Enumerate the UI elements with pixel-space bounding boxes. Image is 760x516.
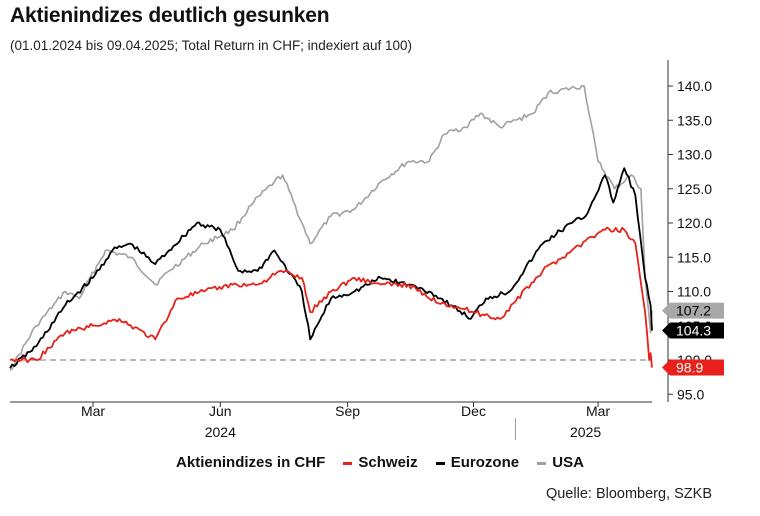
x-tick-label: Dec [461, 403, 486, 419]
y-tick-label: 125.0 [677, 181, 712, 197]
y-tick-label: 110.0 [677, 284, 711, 300]
chart-legend: Aktienindizes in CHF Schweiz Eurozone US… [0, 454, 760, 471]
x-tick-label: Mar [81, 403, 105, 419]
end-tag-label-usa: 107.2 [676, 303, 711, 319]
x-year-label: 2024 [205, 424, 236, 440]
x-year-label: 2025 [570, 424, 601, 440]
series-line-eurozone [9, 167, 653, 369]
end-tag-label-eurozone: 104.3 [676, 323, 711, 339]
legend-label-eurozone: Eurozone [450, 454, 520, 471]
y-tick-label: 95.0 [677, 386, 704, 402]
y-tick-label: 120.0 [677, 215, 712, 231]
end-tag-usa [662, 302, 724, 319]
y-tick-label: 140.0 [677, 78, 712, 94]
chart-title: Aktienindizes deutlich gesunken [10, 4, 330, 27]
x-tick-label: Mar [586, 403, 610, 419]
y-tick-label: 115.0 [677, 249, 711, 265]
x-tick-label: Jun [209, 403, 232, 419]
legend-heading: Aktienindizes in CHF [176, 454, 326, 471]
y-tick-label: 135.0 [677, 112, 712, 128]
legend-swatch-usa [537, 461, 547, 465]
series-line-schweiz [9, 226, 653, 368]
legend-label-usa: USA [552, 454, 584, 471]
source-note: Quelle: Bloomberg, SZKB [545, 486, 712, 502]
legend-swatch-eurozone [435, 461, 445, 465]
end-tag-schweiz [662, 359, 724, 376]
series-line-usa [9, 84, 653, 371]
end-tag-eurozone [662, 322, 724, 339]
legend-swatch-schweiz [343, 461, 353, 465]
chart-subtitle: (01.01.2024 bis 09.04.2025; Total Return… [10, 38, 413, 53]
x-tick-label: Sep [335, 403, 360, 419]
legend-label-schweiz: Schweiz [358, 454, 418, 471]
y-tick-label: 130.0 [677, 147, 712, 163]
end-tag-label-schweiz: 98.9 [676, 360, 703, 376]
